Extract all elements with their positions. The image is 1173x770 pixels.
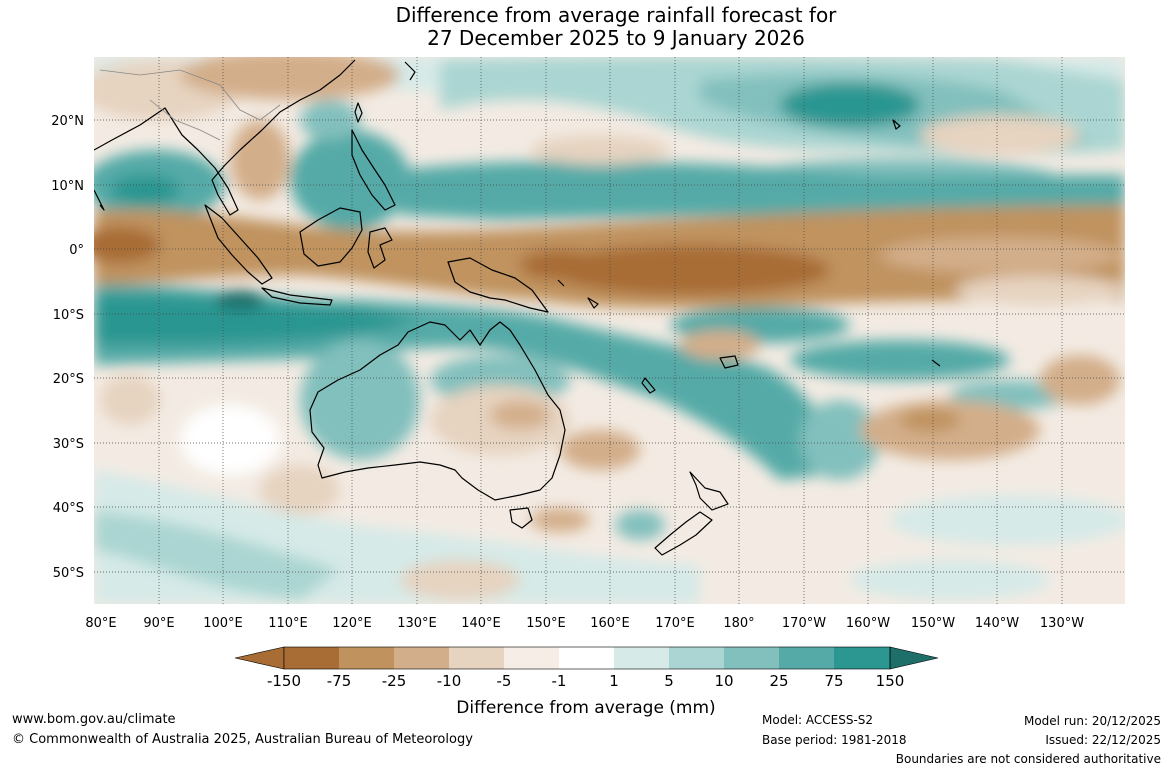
- latitude-labels: 20°N 10°N 0° 10°S 20°S 30°S 40°S 50°S: [51, 114, 84, 581]
- new-zealand-north-coastline: [689, 471, 729, 511]
- lon-tick-label: 150°W: [911, 616, 955, 631]
- colorbar-swatch: [284, 647, 339, 669]
- lat-tick-label: 10°S: [53, 308, 84, 323]
- lon-tick-label: 90°E: [143, 616, 174, 631]
- lon-tick-label: 110°E: [268, 616, 308, 631]
- model-name: Model: ACCESS-S2: [762, 713, 874, 727]
- lon-tick-label: 150°E: [526, 616, 566, 631]
- colorbar-swatch: [339, 647, 394, 669]
- lon-tick-label: 170°W: [782, 616, 826, 631]
- colorbar-label: -25: [382, 672, 407, 690]
- colorbar-label: -10: [437, 672, 462, 690]
- australia-coastline: [309, 321, 566, 501]
- colorbar-label: 150: [876, 672, 905, 690]
- lat-tick-label: 30°S: [53, 437, 84, 452]
- lon-tick-label: 130°E: [397, 616, 437, 631]
- copyright-text: © Commonwealth of Australia 2025, Austra…: [12, 732, 473, 747]
- colorbar-labels: -150 -75 -25 -10 -5 -1 1 5 10 25 75 150: [267, 672, 904, 690]
- website-link[interactable]: www.bom.gov.au/climate: [12, 712, 176, 727]
- base-period: Base period: 1981-2018: [762, 733, 907, 747]
- colorbar-swatch: [559, 647, 614, 669]
- colorbar-label: -5: [497, 672, 512, 690]
- sumatra-coastline: [204, 204, 273, 285]
- coastlines: [94, 59, 941, 556]
- lon-tick-label: 140°W: [975, 616, 1019, 631]
- colorbar-swatch: [449, 647, 504, 669]
- colorbar-label: 75: [824, 672, 843, 690]
- sulawesi-coastline: [367, 227, 393, 269]
- lon-tick-label: 100°E: [203, 616, 243, 631]
- model-run-date: Model run: 20/12/2025: [1023, 714, 1161, 728]
- lat-tick-label: 20°S: [53, 372, 84, 387]
- colorbar-high-arrow: [889, 646, 939, 670]
- java-coastline: [261, 287, 333, 306]
- lon-tick-label: 140°E: [461, 616, 501, 631]
- philippines-coastline: [351, 129, 396, 211]
- colorbar-label: -1: [552, 672, 567, 690]
- colorbar: [234, 646, 939, 670]
- rainfall-anomaly-field: [94, 57, 1125, 604]
- lon-tick-label: 120°E: [332, 616, 372, 631]
- map-title: Difference from average rainfall forecas…: [0, 4, 1173, 50]
- new-zealand-south-coastline: [654, 511, 713, 556]
- lon-tick-label: 180°: [723, 616, 754, 631]
- colorbar-label: 25: [769, 672, 788, 690]
- issued-date: Issued: 22/12/2025: [1045, 733, 1161, 747]
- colorbar-swatch: [614, 647, 669, 669]
- colorbar-label: 5: [664, 672, 674, 690]
- colorbar-low-arrow: [234, 646, 285, 670]
- colorbar-swatch: [504, 647, 559, 669]
- map-title-line1: Difference from average rainfall forecas…: [395, 3, 837, 27]
- lon-tick-label: 80°E: [85, 616, 116, 631]
- colorbar-swatch: [669, 647, 724, 669]
- lat-tick-label: 50°S: [53, 566, 84, 581]
- lon-tick-label: 170°E: [655, 616, 695, 631]
- longitude-labels: 80°E 90°E 100°E 110°E 120°E 130°E 140°E …: [85, 616, 1084, 631]
- colorbar-label: 10: [714, 672, 733, 690]
- colorbar-swatch: [779, 647, 834, 669]
- colorbar-swatch: [724, 647, 779, 669]
- tasmania-coastline: [509, 507, 533, 529]
- colorbar-label: 1: [609, 672, 619, 690]
- boundaries-disclaimer: Boundaries are not considered authoritat…: [895, 752, 1161, 766]
- lat-tick-label: 0°: [69, 243, 84, 258]
- lat-tick-label: 20°N: [51, 114, 84, 129]
- colorbar-label: -75: [327, 672, 352, 690]
- lat-tick-label: 40°S: [53, 501, 84, 516]
- lon-tick-label: 160°W: [846, 616, 890, 631]
- colorbar-swatch: [834, 647, 890, 669]
- colorbar-label: -150: [267, 672, 301, 690]
- map-title-line2: 27 December 2025 to 9 January 2026: [427, 26, 805, 50]
- lon-tick-label: 160°E: [590, 616, 630, 631]
- country-borders: [99, 69, 281, 141]
- colorbar-swatch: [394, 647, 449, 669]
- new-guinea-coastline: [447, 257, 549, 313]
- lon-tick-label: 130°W: [1040, 616, 1084, 631]
- colorbar-title: Difference from average (mm): [456, 698, 715, 718]
- se-asia-coastline: [94, 59, 356, 216]
- graticule: [94, 57, 1125, 604]
- lat-tick-label: 10°N: [51, 179, 84, 194]
- borneo-coastline: [299, 207, 363, 267]
